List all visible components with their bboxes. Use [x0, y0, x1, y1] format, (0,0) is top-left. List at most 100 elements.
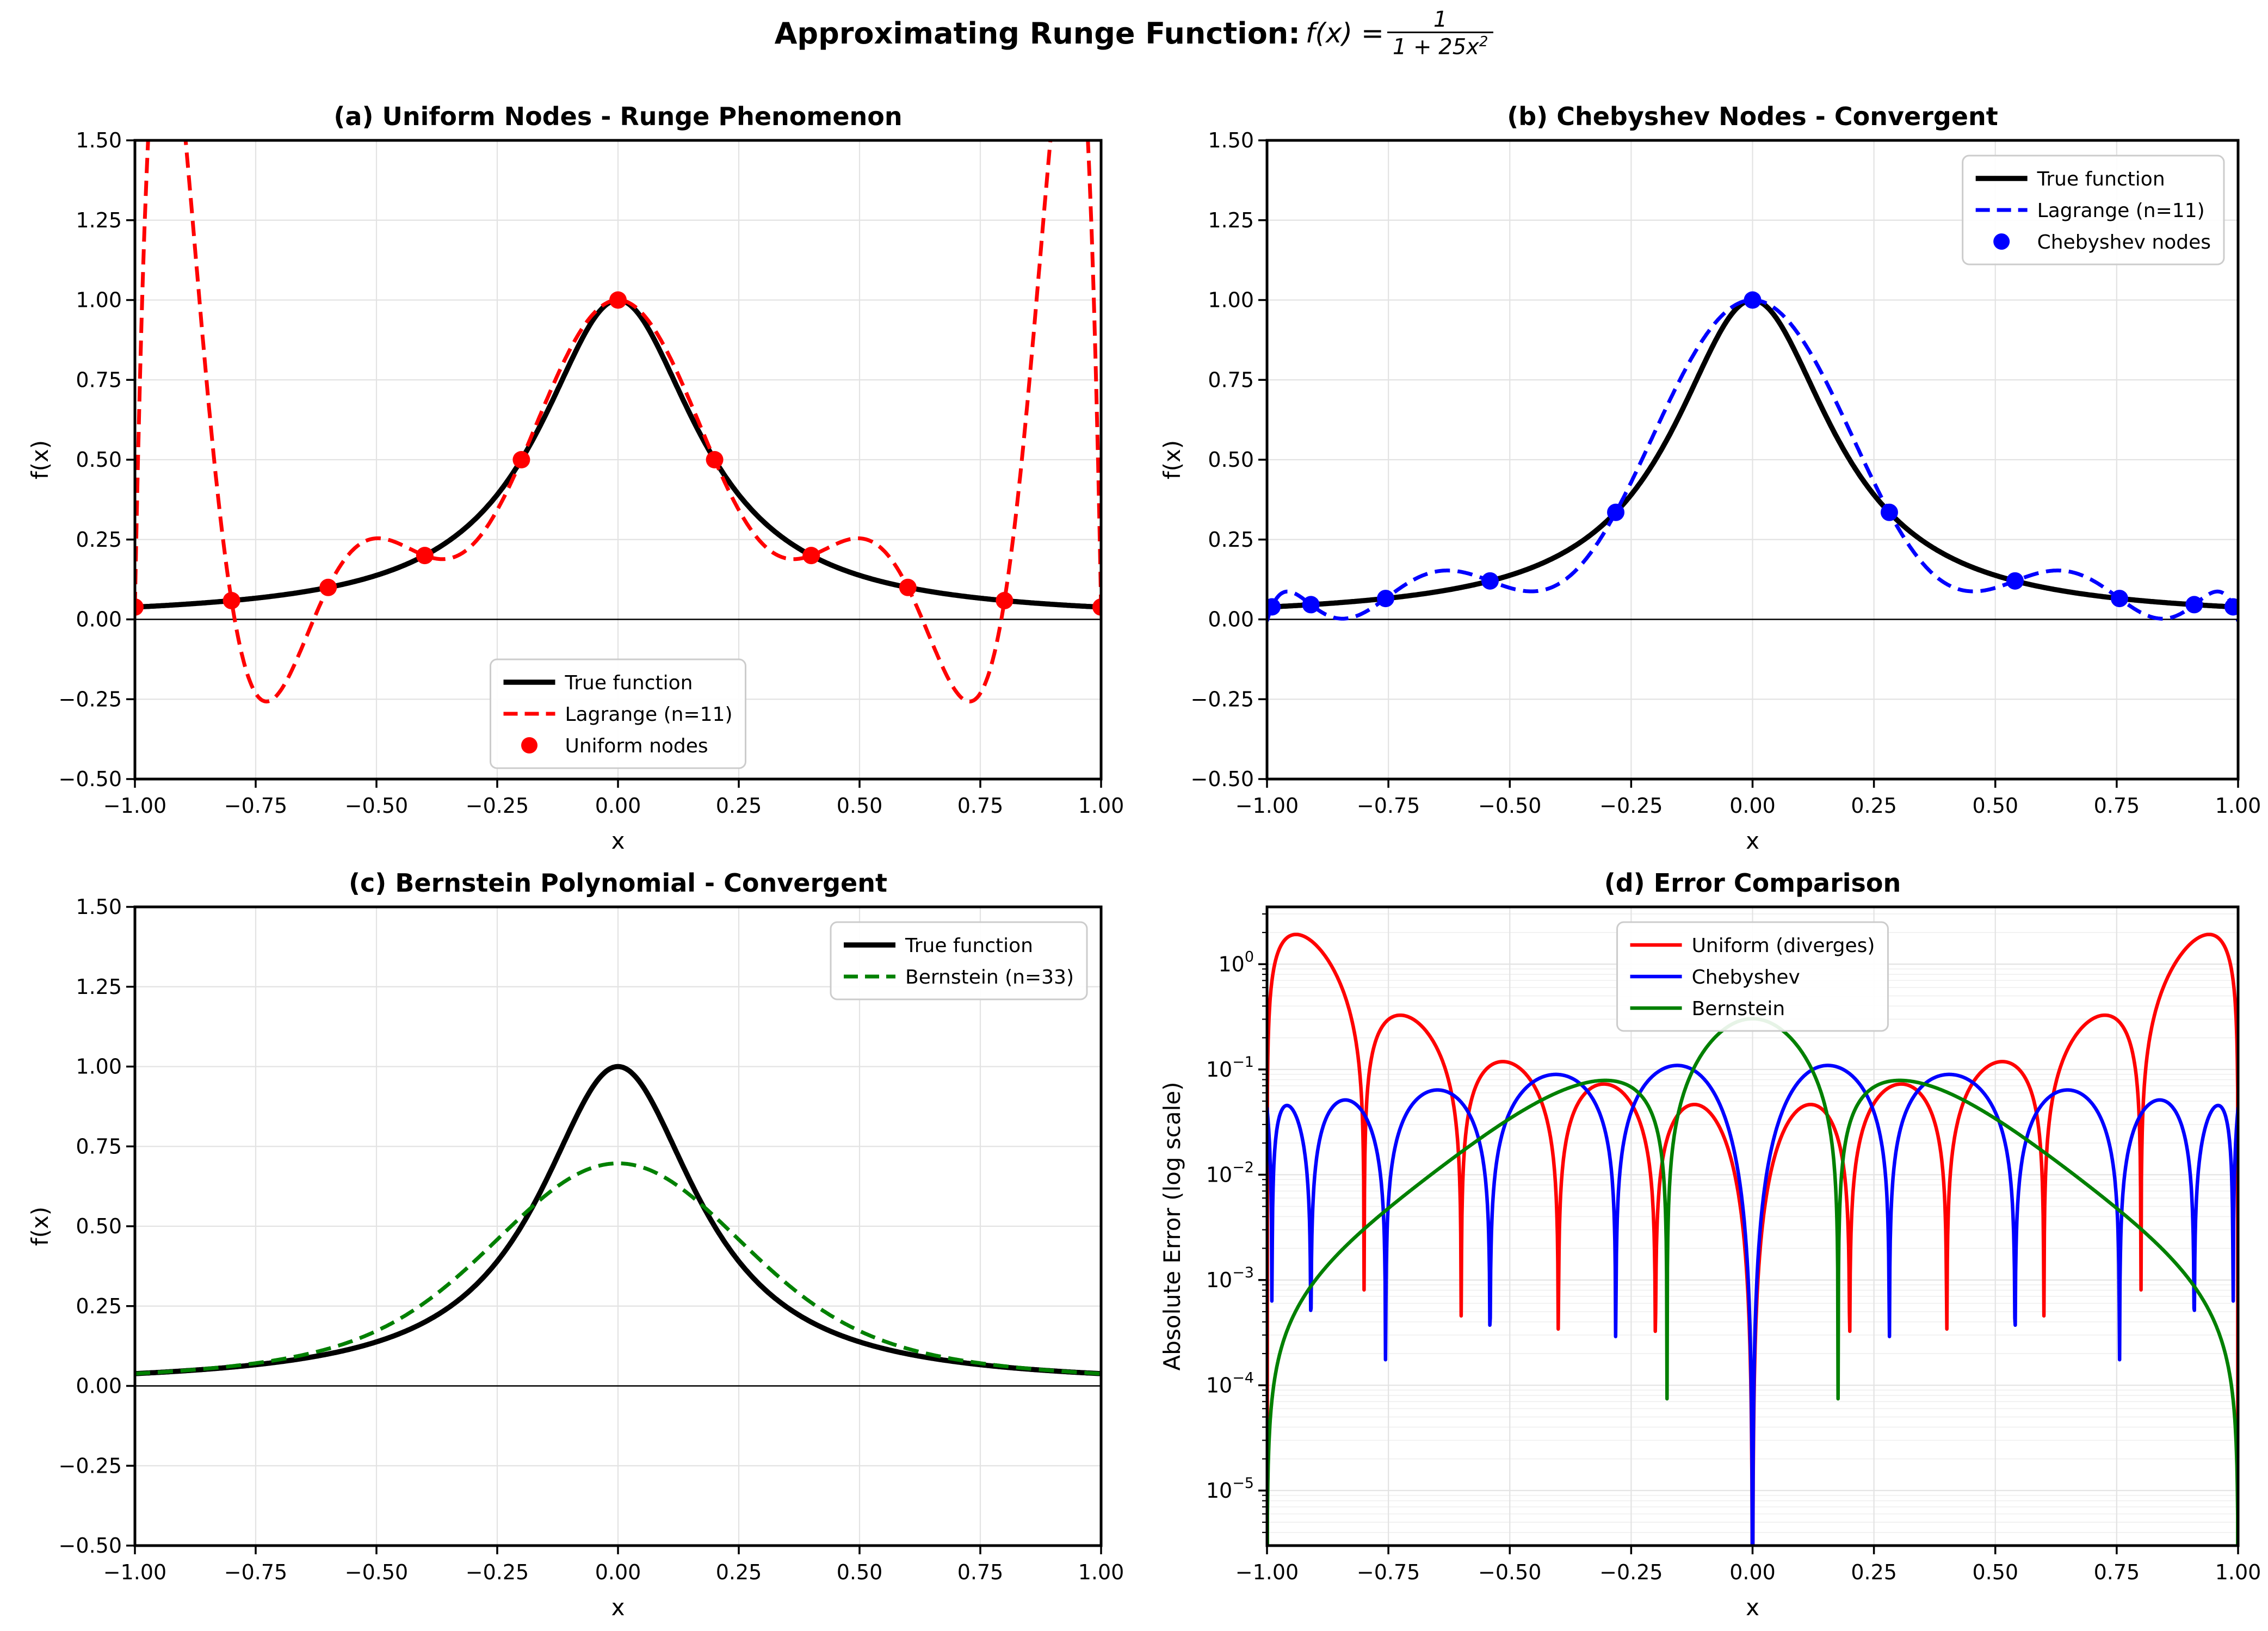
x-tick-label: 1.00 [1078, 1560, 1124, 1584]
y-tick-label: −0.25 [1191, 687, 1254, 711]
y-tick-label: 10−5 [1206, 1475, 1254, 1503]
data-point [319, 578, 337, 596]
data-point [706, 451, 724, 468]
math-lhs: f(x) = [1305, 17, 1384, 50]
legend-label: Bernstein [1692, 998, 1785, 1020]
legend: True function Lagrange (n=11) Uniform node… [490, 658, 746, 769]
y-tick-label: 1.00 [76, 288, 122, 312]
subplot-title: (c) Bernstein Polynomial - Convergent [349, 868, 887, 898]
legend-marker-sample [521, 737, 538, 753]
series-error-uniform [1267, 932, 2238, 1546]
y-tick-label: 10−1 [1206, 1054, 1254, 1082]
figure-title-text: Approximating Runge Function: [774, 16, 1300, 51]
y-tick-label: 1.00 [76, 1055, 122, 1079]
y-tick-label: 0.75 [76, 368, 122, 392]
x-tick-label: −0.50 [345, 794, 408, 818]
y-tick-label: −0.50 [1191, 767, 1254, 791]
legend: Uniform (diverges) Chebyshev Bernstein [1616, 921, 1889, 1032]
data-point [1880, 503, 1898, 521]
data-point [416, 547, 434, 565]
x-tick-label: 0.00 [1729, 794, 1776, 818]
legend-marker-sample [1993, 233, 2010, 250]
x-tick-label: −1.00 [1235, 794, 1299, 818]
series-group [135, 140, 1101, 703]
legend-box [1962, 155, 2225, 265]
y-axis-b: −0.50 −0.25 0.00 0.25 0.50 0.75 1.00 1.25 1.50 [1191, 128, 1267, 791]
x-tick-label: 0.00 [1729, 1560, 1776, 1584]
data-point [996, 591, 1014, 609]
y-tick-label: 10−2 [1206, 1159, 1254, 1187]
subplot-title: (b) Chebyshev Nodes - Convergent [1507, 102, 1998, 131]
y-tick-label: −0.50 [59, 767, 122, 791]
x-tick-label: 0.25 [716, 794, 762, 818]
x-axis-b: −1.00 −0.75 −0.50 −0.25 0.00 0.25 0.50 0.75 1.00 [1235, 779, 2261, 818]
y-axis-label: f(x) [27, 1207, 53, 1246]
y-tick-label: −0.25 [59, 687, 122, 711]
x-axis-label: x [1746, 827, 1759, 854]
data-point [2224, 598, 2238, 616]
x-tick-label: −0.25 [1599, 1560, 1663, 1584]
x-tick-label: 0.50 [1972, 1560, 2018, 1584]
subplot-c: −1.00 −0.75 −0.50 −0.25 0.00 0.25 0.50 0.75 1.00… [27, 868, 1124, 1621]
x-tick-label: 0.00 [595, 1560, 641, 1584]
y-tick-label: 100 [1218, 948, 1254, 976]
fraction-denominator: 1 + 25x2 [1387, 32, 1494, 59]
series-uniform-nodes [135, 291, 1101, 616]
y-tick-label: 1.25 [76, 975, 122, 999]
y-axis-label: f(x) [1159, 440, 1185, 479]
legend-label: True function [565, 672, 693, 694]
legend-box [490, 658, 746, 769]
x-tick-label: 0.75 [2094, 794, 2140, 818]
x-tick-label: −0.75 [224, 1560, 287, 1584]
series-true-function [135, 1064, 1101, 1376]
data-point [1744, 291, 1762, 309]
legend-label: Uniform nodes [565, 735, 708, 757]
x-tick-label: 0.25 [1851, 1560, 1897, 1584]
y-tick-label: 10−3 [1206, 1264, 1254, 1292]
y-axis-d: 100 10−1 10−2 10−3 10−4 10−5 [1206, 913, 1267, 1533]
x-axis-label: x [611, 827, 625, 854]
legend: True function Bernstein (n=33) [830, 921, 1088, 1000]
y-tick-label: 0.50 [76, 448, 122, 472]
x-tick-label: 0.25 [1851, 794, 1897, 818]
data-point [2006, 572, 2024, 590]
data-point [899, 578, 917, 596]
y-tick-label: 1.50 [76, 895, 122, 919]
x-tick-label: 0.50 [837, 1560, 883, 1584]
x-tick-label: 1.00 [1078, 794, 1124, 818]
data-point [135, 598, 144, 616]
y-axis-label: f(x) [27, 440, 53, 479]
x-axis-label: x [1746, 1594, 1759, 1621]
x-tick-label: −0.25 [466, 1560, 529, 1584]
legend-label: True function [905, 935, 1033, 957]
x-tick-label: −1.00 [1235, 1560, 1299, 1584]
x-tick-label: −0.25 [1599, 794, 1663, 818]
x-axis-a: −1.00 −0.75 −0.50 −0.25 0.00 0.25 0.50 0.75 1.00 [103, 779, 1124, 818]
x-axis-label: x [611, 1594, 625, 1621]
legend-box [1616, 921, 1889, 1032]
legend-label: True function [2037, 168, 2165, 190]
legend-box [830, 921, 1088, 1000]
math-fraction: 1 1 + 25x2 [1387, 8, 1494, 59]
legend-label: Chebyshev nodes [2037, 231, 2211, 254]
data-point [1481, 572, 1499, 590]
y-tick-label: 0.75 [1208, 368, 1254, 392]
y-tick-label: 1.50 [1208, 128, 1254, 152]
y-tick-label: 0.00 [76, 1374, 122, 1398]
x-tick-label: 0.75 [957, 1560, 1004, 1584]
x-axis-d: −1.00 −0.75 −0.50 −0.25 0.00 0.25 0.50 0.75 1.00 [1235, 1546, 2261, 1584]
x-tick-label: −1.00 [103, 794, 166, 818]
data-point [1092, 598, 1101, 616]
y-tick-label: 1.25 [76, 208, 122, 232]
data-point [223, 591, 240, 609]
x-tick-label: −1.00 [103, 1560, 166, 1584]
legend-label: Chebyshev [1692, 966, 1800, 989]
x-tick-label: −0.50 [1478, 794, 1541, 818]
data-point [1607, 503, 1625, 521]
y-tick-label: 0.00 [76, 608, 122, 632]
data-point [1376, 590, 1394, 608]
x-tick-label: −0.75 [1357, 794, 1420, 818]
y-axis-label: Absolute Error (log scale) [1159, 1082, 1185, 1370]
